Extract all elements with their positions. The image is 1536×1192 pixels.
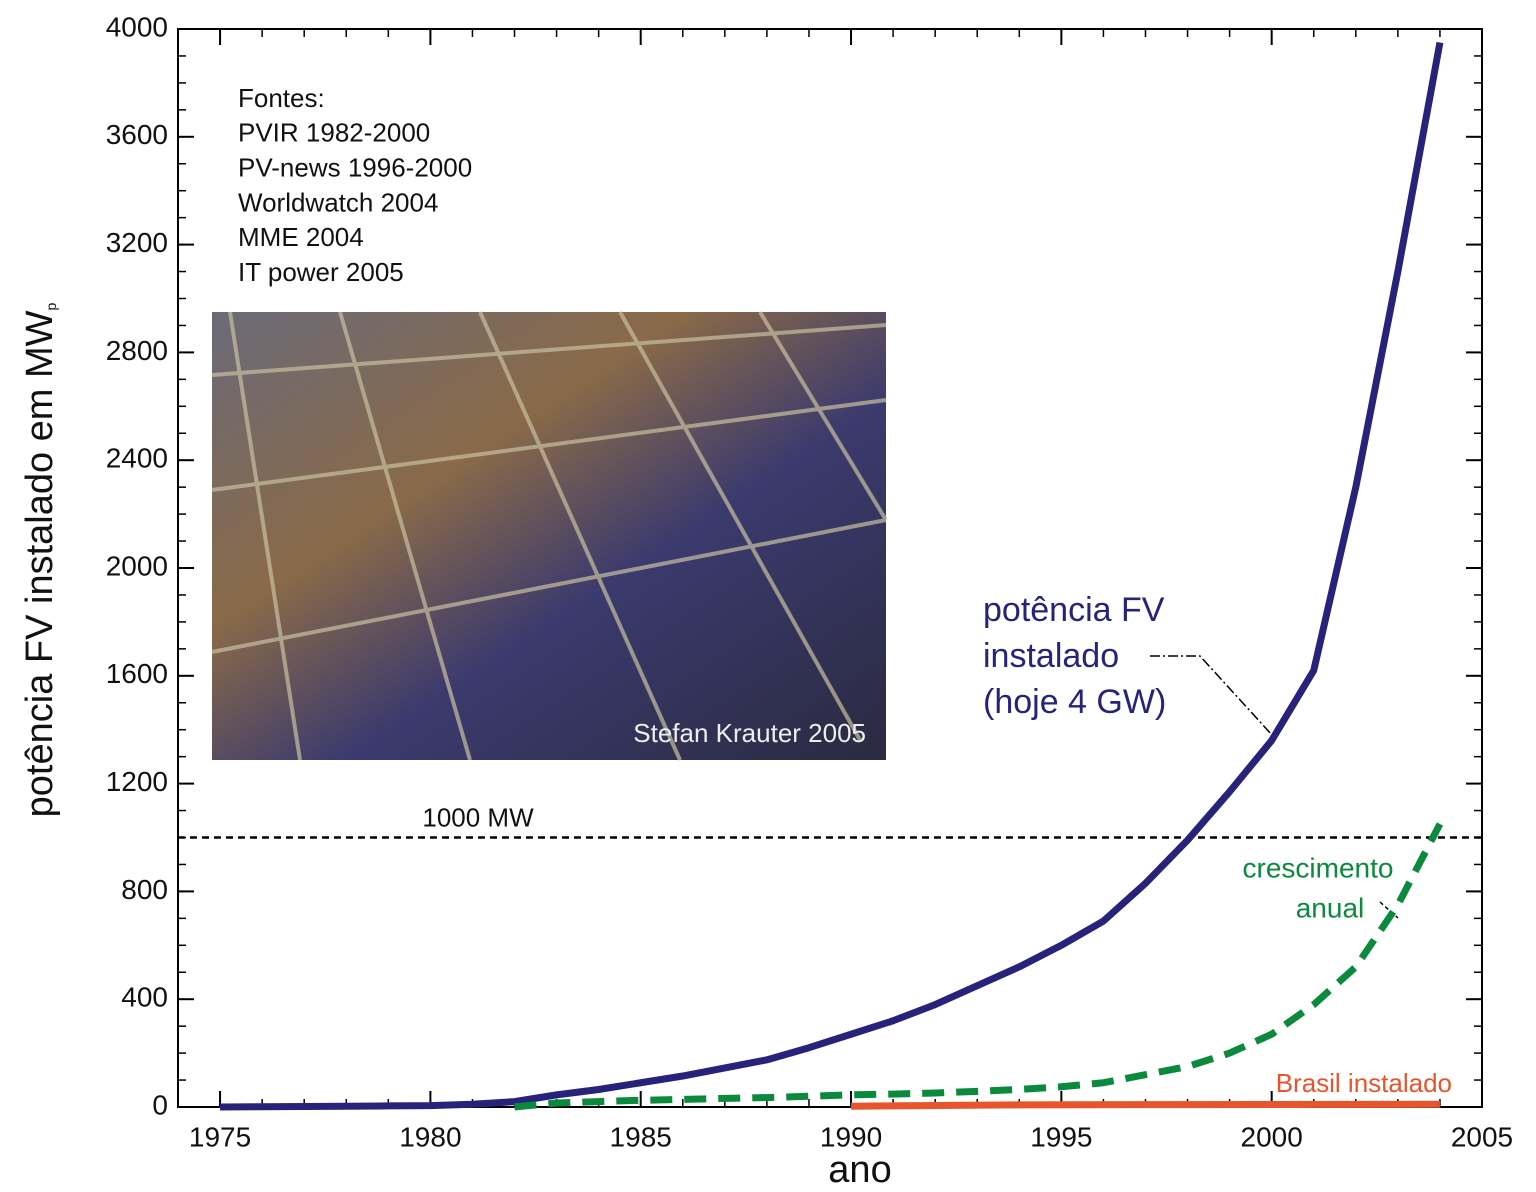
photo bbox=[212, 312, 886, 760]
y-tick-label: 800 bbox=[121, 874, 168, 905]
x-axis-label: ano bbox=[828, 1149, 891, 1191]
x-tick-label: 2000 bbox=[1241, 1121, 1303, 1152]
y-tick-label: 1200 bbox=[106, 766, 168, 797]
source-text: IT power 2005 bbox=[238, 257, 404, 287]
y-tick-label: 0 bbox=[152, 1089, 168, 1120]
x-tick-label: 1980 bbox=[399, 1121, 461, 1152]
y-tick-label: 4000 bbox=[106, 11, 168, 42]
series-label: potência FV bbox=[983, 591, 1165, 629]
source-text: MME 2004 bbox=[238, 222, 364, 252]
source-text: Fontes: bbox=[238, 83, 325, 113]
y-axis-label: potência FV instalado em MWp bbox=[19, 302, 61, 817]
source-text: PV-news 1996-2000 bbox=[238, 152, 472, 182]
source-text: PVIR 1982-2000 bbox=[238, 118, 430, 148]
x-tick-label: 1975 bbox=[189, 1121, 251, 1152]
chart: Stefan Krauter 2005 ano potência FV inst… bbox=[0, 0, 1536, 1192]
y-tick-label: 400 bbox=[121, 982, 168, 1013]
x-tick-label: 1990 bbox=[820, 1121, 882, 1152]
y-tick-label: 3600 bbox=[106, 119, 168, 150]
y-tick-label: 2800 bbox=[106, 335, 168, 366]
x-tick-label: 1985 bbox=[610, 1121, 672, 1152]
x-tick-label: 2005 bbox=[1451, 1121, 1513, 1152]
y-tick-label: 2400 bbox=[106, 443, 168, 474]
reference-label: 1000 MW bbox=[422, 802, 534, 832]
series-label: Brasil instalado bbox=[1276, 1068, 1452, 1098]
series-line bbox=[851, 1104, 1440, 1106]
y-tick-label: 3200 bbox=[106, 227, 168, 258]
y-axis-label-main: potência FV instalado em MW bbox=[19, 310, 61, 817]
series-label: anual bbox=[1296, 892, 1365, 923]
photo-credit: Stefan Krauter 2005 bbox=[633, 718, 866, 748]
series-label: crescimento bbox=[1243, 852, 1394, 883]
source-text: Worldwatch 2004 bbox=[238, 187, 438, 217]
leader-line bbox=[1150, 656, 1272, 735]
y-tick-label: 1600 bbox=[106, 658, 168, 689]
y-tick-label: 2000 bbox=[106, 550, 168, 581]
series-label: (hoje 4 GW) bbox=[983, 683, 1166, 721]
x-tick-label: 1995 bbox=[1030, 1121, 1092, 1152]
series-label: instalado bbox=[983, 637, 1119, 675]
y-axis-label-sub: p bbox=[43, 302, 59, 310]
